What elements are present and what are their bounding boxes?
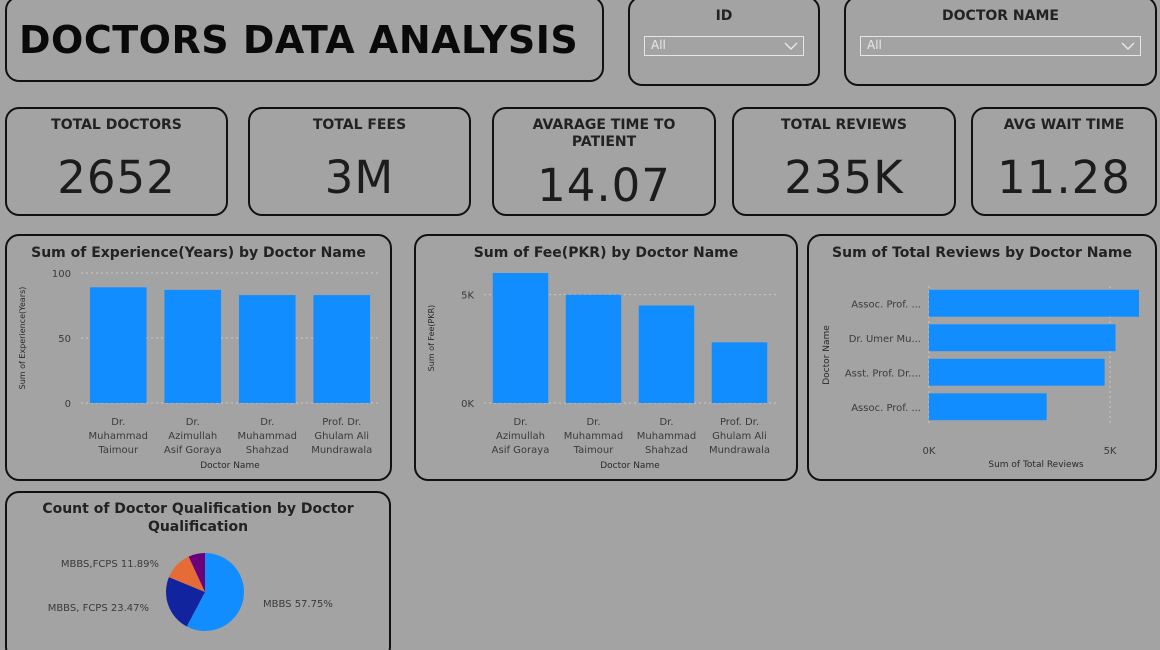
y-axis-title: Sum of Fee(PKR): [427, 305, 436, 372]
x-tick-label: Dr.: [111, 417, 125, 428]
x-axis-title: Sum of Total Reviews: [988, 460, 1084, 470]
x-tick-label: 0K: [923, 446, 936, 457]
bar: [89, 287, 147, 403]
y-tick-label: 100: [52, 269, 71, 280]
x-tick-label: Muhammad: [238, 431, 297, 442]
id-dropdown[interactable]: All: [644, 36, 804, 56]
x-axis-title: Doctor Name: [200, 461, 260, 471]
chevron-down-icon: [784, 42, 798, 50]
kpi-average-time-to-patient: AVARAGE TIME TO PATIENT 14.07: [492, 107, 716, 216]
experience-bar-chart: 0 50 100 Dr. Muhammad Taimour Dr. Azimullah Asif…: [18, 269, 379, 471]
reviews-chart-card: Sum of Total Reviews by Doctor Name 0K 5K…: [807, 234, 1157, 481]
x-tick-label: Prof. Dr.: [322, 417, 361, 428]
x-tick-label: Mundrawala: [311, 445, 372, 456]
id-slicer: ID All: [628, 0, 820, 86]
kpi-label: AVG WAIT TIME: [1003, 117, 1125, 133]
bar: [565, 294, 622, 403]
chart-title: Count of Doctor Qualification by Doctor …: [42, 501, 354, 535]
kpi-total-reviews: TOTAL REVIEWS 235K: [732, 107, 956, 216]
y-tick-label: 50: [58, 334, 71, 345]
y-tick-label: Asst. Prof. Dr....: [845, 368, 921, 379]
bar: [929, 358, 1105, 386]
x-tick-label: Muhammad: [637, 431, 696, 442]
kpi-value: 14.07: [537, 159, 671, 212]
kpi-label: AVARAGE TIME TO PATIENT: [532, 117, 676, 150]
chart-title: Sum of Total Reviews by Doctor Name: [832, 245, 1132, 261]
fee-chart-card: Sum of Fee(PKR) by Doctor Name 0K 5K Dr. Az…: [414, 234, 798, 481]
y-axis-title: Doctor Name: [822, 325, 832, 385]
title-card: DOCTORS DATA ANALYSIS: [5, 0, 604, 82]
bar: [638, 305, 695, 403]
x-tick-label: Mundrawala: [709, 445, 770, 456]
x-tick-label: Muhammad: [89, 431, 148, 442]
chevron-down-icon: [1121, 42, 1135, 50]
pie-slice-label: MBBS, FCPS 23.47%: [48, 603, 149, 614]
kpi-label: TOTAL DOCTORS: [51, 117, 182, 133]
y-tick-label: 0K: [461, 399, 474, 410]
kpi-value: 2652: [57, 151, 176, 204]
y-tick-label: Dr. Umer Mu...: [849, 334, 921, 345]
kpi-avg-wait-time: AVG WAIT TIME 11.28: [971, 107, 1157, 216]
chart-title: Sum of Fee(PKR) by Doctor Name: [473, 245, 739, 261]
x-tick-label: Dr.: [659, 417, 673, 428]
y-axis-title: Sum of Experience(Years): [18, 287, 27, 390]
bar: [929, 393, 1047, 421]
y-tick-label: Assoc. Prof. ...: [851, 403, 921, 414]
qualification-pie-card: Count of Doctor Qualification by Doctor …: [5, 491, 391, 650]
x-tick-label: Asif Goraya: [492, 445, 550, 456]
bar: [929, 324, 1116, 352]
y-tick-label: Assoc. Prof. ...: [851, 299, 921, 310]
x-tick-label: Shahzad: [246, 445, 289, 456]
id-slicer-label: ID: [715, 8, 733, 24]
kpi-total-doctors: TOTAL DOCTORS 2652: [5, 107, 228, 216]
pie-slice: [165, 577, 205, 627]
bar: [711, 342, 768, 403]
x-tick-label: Dr.: [186, 417, 200, 428]
kpi-value: 235K: [784, 151, 904, 204]
x-tick-label: Prof. Dr.: [720, 417, 759, 428]
bar: [929, 289, 1139, 317]
kpi-value: 11.28: [997, 151, 1131, 204]
qualification-pie-chart: MBBS 57.75% MBBS, FCPS 23.47% MBBS,FCPS 11…: [48, 553, 333, 631]
pie-slice-label: MBBS 57.75%: [263, 599, 333, 610]
x-tick-label: Taimour: [97, 445, 139, 456]
experience-chart-card: Sum of Experience(Years) by Doctor Name …: [5, 234, 392, 481]
bar: [313, 295, 371, 403]
bar: [238, 295, 296, 403]
page-title: DOCTORS DATA ANALYSIS: [19, 18, 579, 62]
kpi-total-fees: TOTAL FEES 3M: [248, 107, 471, 216]
kpi-value: 3M: [324, 151, 395, 204]
x-tick-label: Muhammad: [564, 431, 623, 442]
x-tick-label: Dr.: [260, 417, 274, 428]
pie-slice: [186, 553, 244, 631]
x-axis-title: Doctor Name: [600, 461, 660, 471]
pie-slice: [168, 556, 205, 592]
x-tick-label: Dr.: [513, 417, 527, 428]
x-tick-label: Ghulam Ali: [712, 431, 767, 442]
kpi-label: TOTAL REVIEWS: [780, 117, 908, 133]
x-tick-label: Azimullah: [168, 431, 217, 442]
bar: [492, 273, 549, 403]
doctor-name-slicer: DOCTOR NAME All: [844, 0, 1157, 86]
x-tick-label: Shahzad: [645, 445, 688, 456]
x-tick-label: 5K: [1104, 446, 1117, 457]
bar: [164, 289, 222, 403]
x-tick-label: Dr.: [586, 417, 600, 428]
reviews-hbar-chart: 0K 5K Assoc. Prof. ... Dr. Umer Mu... Asst. …: [822, 286, 1139, 470]
x-tick-label: Azimullah: [496, 431, 545, 442]
doctor-name-slicer-label: DOCTOR NAME: [942, 8, 1059, 24]
y-tick-label: 0: [65, 399, 71, 410]
x-tick-label: Asif Goraya: [164, 445, 222, 456]
doctor-name-dropdown[interactable]: All: [860, 36, 1141, 56]
pie-slice-label: MBBS,FCPS 11.89%: [61, 559, 159, 570]
kpi-label: TOTAL FEES: [312, 117, 407, 133]
x-tick-label: Ghulam Ali: [314, 431, 369, 442]
chart-title: Sum of Experience(Years) by Doctor Name: [31, 245, 366, 261]
fee-bar-chart: 0K 5K Dr. Azimullah Asif Goraya Dr. Muhammad Ta…: [427, 273, 776, 471]
pie-slice: [188, 553, 205, 592]
x-tick-label: Taimour: [573, 445, 615, 456]
id-dropdown-value: All: [651, 38, 666, 52]
y-tick-label: 5K: [461, 291, 474, 302]
doctor-name-dropdown-value: All: [867, 38, 882, 52]
